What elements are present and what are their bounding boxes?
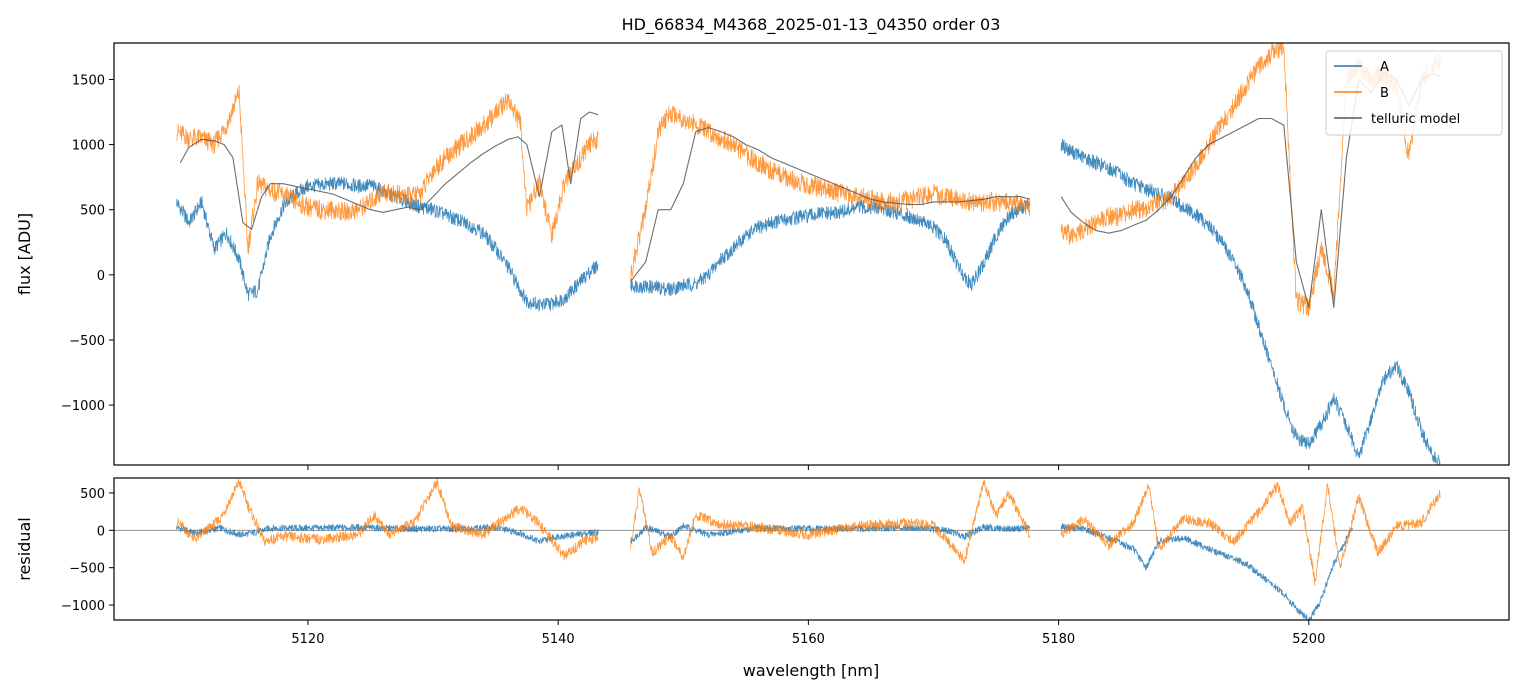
y-tick-label: 500: [80, 487, 105, 502]
residual-plot-background: [114, 478, 1509, 620]
x-tick-label: 5160: [792, 632, 825, 647]
series-telluric-model-segment-2: [630, 127, 1030, 282]
series-a-segment-3: [1060, 523, 1353, 620]
legend: A B telluric model: [1325, 50, 1503, 136]
legend-label-telluric: telluric model: [1371, 112, 1460, 127]
y-tick-label: −500: [69, 562, 105, 577]
series-b-segment-2: [630, 105, 1031, 282]
residual-series-group: [176, 478, 1441, 620]
flux-y-ticks: −1000 −500 0 500 1000 1500: [61, 73, 114, 414]
flux-x-ticks: [307, 465, 1310, 470]
x-tick-label: 5120: [291, 632, 324, 647]
y-tick-label: 500: [80, 204, 105, 219]
y-tick-label: 1000: [72, 139, 105, 154]
y-tick-label: −1000: [61, 599, 105, 614]
residual-x-ticks: 5120 5140 5160 5180 5200: [291, 620, 1325, 647]
series-a-segment-3: [1060, 138, 1441, 465]
series-b-segment-1: [176, 478, 599, 561]
series-b-segment-2: [630, 479, 1031, 564]
flux-plot-frame: [113, 42, 1510, 466]
y-tick-label: 0: [97, 269, 105, 284]
residual-plot-frame: [113, 477, 1510, 621]
residual-y-ticks: −1000 −500 0 500: [61, 487, 114, 614]
series-b-segment-1: [176, 84, 599, 254]
y-tick-label: 1500: [72, 73, 105, 88]
x-axis-label: wavelength [nm]: [743, 661, 880, 680]
series-b-segment-3: [1060, 481, 1441, 586]
y-tick-label: −1000: [61, 399, 105, 414]
legend-label-b: B: [1380, 86, 1389, 101]
x-tick-label: 5140: [542, 632, 575, 647]
flux-y-axis-label: flux [ADU]: [15, 213, 34, 295]
flux-plot-background: [114, 43, 1509, 465]
y-tick-label: −500: [69, 334, 105, 349]
flux-panel: −1000 −500 0 500 1000 1500 flux [ADU] A B tel…: [15, 42, 1510, 470]
legend-box: [1325, 50, 1503, 136]
x-tick-label: 5200: [1292, 632, 1325, 647]
legend-label-a: A: [1380, 60, 1389, 75]
series-a-segment-2: [630, 198, 1031, 297]
residual-y-axis-label: residual: [15, 517, 34, 580]
series-telluric-model-segment-1: [179, 111, 599, 230]
chart-title: HD_66834_M4368_2025-01-13_04350 order 03: [622, 15, 1001, 35]
x-tick-label: 5180: [1042, 632, 1075, 647]
series-a-segment-1: [176, 523, 599, 545]
y-tick-label: 0: [97, 524, 105, 539]
residual-panel: −1000 −500 0 500 5120 5140 5160 5180 5200 resid…: [15, 477, 1510, 680]
